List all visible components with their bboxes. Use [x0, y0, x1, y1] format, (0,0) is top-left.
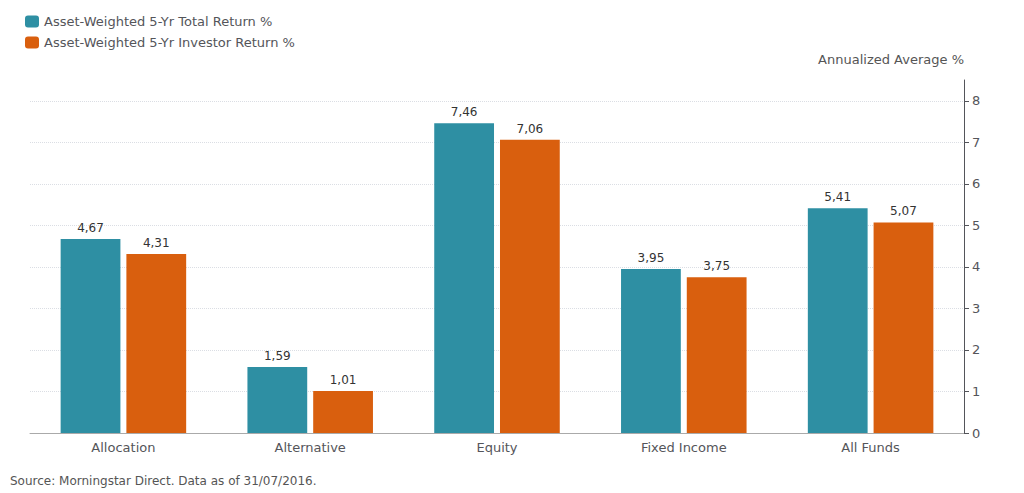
svg-text:Source: Morningstar Direct. Da: Source: Morningstar Direct. Data as of 3…: [10, 474, 317, 488]
svg-text:5,41: 5,41: [824, 190, 851, 204]
svg-text:7,46: 7,46: [451, 105, 478, 119]
svg-text:0: 0: [972, 426, 980, 441]
svg-text:1,59: 1,59: [264, 349, 291, 363]
svg-text:5: 5: [972, 218, 980, 233]
svg-text:3: 3: [972, 301, 980, 316]
svg-text:7,06: 7,06: [517, 122, 544, 136]
svg-text:2: 2: [972, 342, 980, 357]
svg-text:Annualized Average %: Annualized Average %: [818, 52, 964, 67]
svg-text:Alternative: Alternative: [275, 440, 346, 455]
svg-text:4,31: 4,31: [143, 236, 170, 250]
svg-text:Asset-Weighted 5-Yr Total Retu: Asset-Weighted 5-Yr Total Return %: [44, 14, 272, 29]
svg-text:3,75: 3,75: [703, 259, 730, 273]
svg-text:4,67: 4,67: [77, 221, 104, 235]
svg-text:3,95: 3,95: [638, 251, 665, 265]
svg-text:8: 8: [972, 93, 980, 108]
svg-text:All Funds: All Funds: [841, 440, 900, 455]
svg-text:Equity: Equity: [476, 440, 517, 455]
svg-text:4: 4: [972, 259, 980, 274]
svg-text:Asset-Weighted 5-Yr Investor R: Asset-Weighted 5-Yr Investor Return %: [44, 35, 295, 50]
svg-text:1: 1: [972, 384, 980, 399]
svg-text:5,07: 5,07: [890, 204, 917, 218]
svg-text:6: 6: [972, 176, 980, 191]
svg-text:7: 7: [972, 135, 980, 150]
svg-text:Allocation: Allocation: [91, 440, 155, 455]
svg-text:1,01: 1,01: [330, 373, 357, 387]
svg-text:Fixed Income: Fixed Income: [641, 440, 727, 455]
